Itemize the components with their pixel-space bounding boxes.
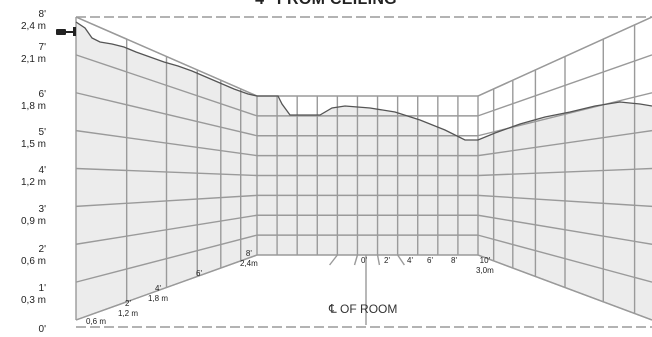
back-floor-label: 10' 3,0m (476, 257, 494, 275)
height-label: 7' 2,1 m (0, 43, 46, 65)
height-label-meters: 2,1 m (20, 54, 46, 65)
side-floor-label: 0,6 m (86, 316, 106, 326)
height-label-meters: 1,5 m (20, 139, 46, 150)
height-label: 2' 0,6 m (0, 245, 46, 267)
height-label-feet: 2' (38, 244, 46, 255)
height-label-feet: 8' (38, 9, 46, 20)
height-label-feet: 0' (38, 324, 46, 335)
floor-grid-line (397, 254, 405, 266)
side-floor-label-feet: 8' (245, 249, 252, 258)
height-label-feet: 1' (38, 283, 46, 294)
height-label: 1' 0,3 m (0, 284, 46, 306)
height-label-feet: 5' (38, 127, 46, 138)
back-floor-label: 0' (361, 257, 367, 267)
height-label-meters: 0,3 m (20, 295, 46, 306)
back-floor-label: 2' (384, 257, 390, 267)
side-floor-label-feet: 4' (155, 284, 161, 293)
back-floor-label-feet: 2' (384, 256, 390, 265)
side-floor-label-meters: 0,6 m (86, 317, 107, 326)
side-floor-label: 8' 2,4m (240, 250, 258, 268)
side-floor-label-meters: 1,8 m (148, 294, 169, 303)
height-label-meters: 2,4 m (20, 21, 46, 32)
side-floor-label: 2' 1,2 m (118, 300, 138, 318)
height-label: 5' 1,5 m (0, 128, 46, 150)
camera-mount-icon (56, 27, 76, 36)
height-label-meters: 0,6 m (20, 256, 46, 267)
height-label: 6' 1,8 m (0, 90, 46, 112)
back-floor-label-feet: 6' (427, 256, 433, 265)
coverage-contour (75, 21, 652, 141)
side-floor-label-feet: 6' (196, 269, 202, 278)
back-floor-label-feet: 8' (451, 256, 457, 265)
back-floor-label: 4' (407, 257, 413, 267)
side-floor-label-meters: 1,2 m (118, 309, 139, 318)
floor-grid-line (376, 254, 381, 266)
height-label-feet: 3' (38, 204, 46, 215)
floor-grid-line (329, 254, 338, 266)
back-floor-label-feet: 4' (407, 256, 413, 265)
room-coverage-diagram (56, 16, 652, 328)
height-label-feet: 6' (38, 89, 46, 100)
back-floor-label: 6' (427, 257, 433, 267)
height-label-meters: 1,2 m (20, 177, 46, 188)
height-label-feet: 4' (38, 165, 46, 176)
back-floor-label: 8' (451, 257, 457, 267)
height-label-meters: 0,9 m (20, 216, 46, 227)
back-floor-label-meters: 3,0m (476, 266, 494, 275)
side-floor-label: 4' 1,8 m (148, 285, 168, 303)
height-label-feet: 7' (38, 42, 46, 53)
diagram-title: 4" FROM CEILING (0, 0, 652, 9)
floor-grid-line (353, 254, 359, 266)
height-label: 4' 1,2 m (0, 166, 46, 188)
side-floor-label-feet: 2' (125, 299, 131, 308)
side-floor-label: 6' (196, 270, 202, 280)
height-label: 8' 2,4 m (0, 10, 46, 32)
height-label-meters: 1,8 m (20, 101, 46, 112)
height-label: 0' (0, 325, 46, 337)
side-floor-label-meters: 2,4m (240, 259, 258, 268)
height-label: 3' 0,9 m (0, 205, 46, 227)
back-floor-label-feet: 10' (479, 256, 491, 265)
back-floor-label-feet: 0' (361, 256, 367, 265)
center-of-room-label: ℄ OF ROOM (329, 302, 398, 316)
